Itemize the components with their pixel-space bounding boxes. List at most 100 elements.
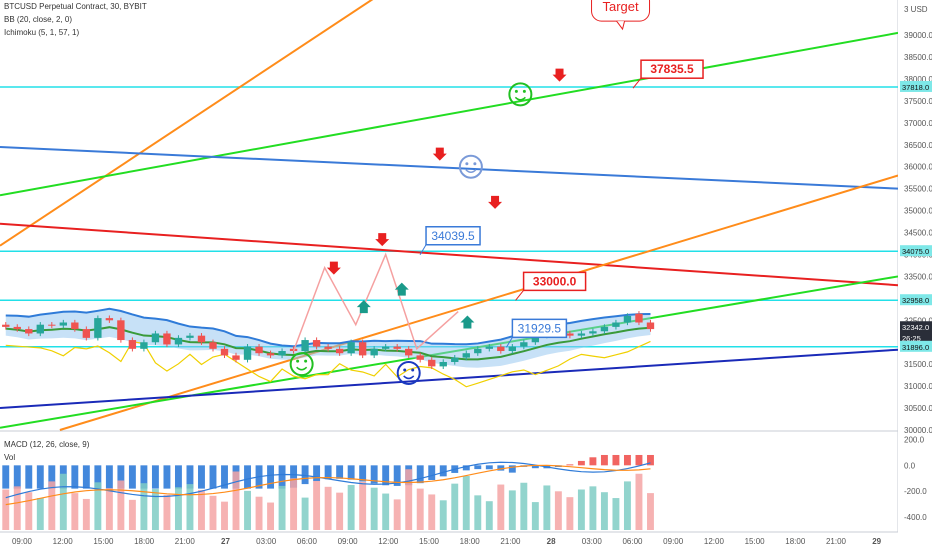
price-tick-label: 39000.0 xyxy=(904,31,932,40)
ichimoku-cloud xyxy=(5,308,651,368)
time-tick-label: 03:00 xyxy=(256,537,277,546)
smiley-face-icon xyxy=(289,352,314,377)
candle xyxy=(186,335,194,338)
candle xyxy=(428,359,436,367)
price-tick-label: 30000.0 xyxy=(904,426,932,435)
volume-bar xyxy=(382,493,390,530)
volume-bar xyxy=(244,490,251,530)
bb-legend[interactable]: BB (20, close, 2, 0) xyxy=(4,15,73,24)
volume-bar xyxy=(198,489,205,530)
macd-histogram-bar xyxy=(474,465,482,470)
time-axis: 09:00 12:00 15:00 18:00 21:00 27 03:00 06:00 09:… xyxy=(12,537,882,546)
projection-path xyxy=(292,252,459,352)
volume-bar xyxy=(140,483,148,530)
time-tick-label: 15:00 xyxy=(745,537,766,546)
macd-histogram-bar xyxy=(313,465,321,482)
macd-histogram-bar xyxy=(163,465,171,489)
macd-histogram-bar xyxy=(485,465,493,470)
volume-bar xyxy=(451,483,459,530)
price-tick-label: 38000.0 xyxy=(904,75,932,84)
price-badge-label: 32958.0 xyxy=(902,296,929,305)
macd-legend[interactable]: MACD (12, 26, close, 9) xyxy=(4,440,90,449)
currency-label: 3 USD xyxy=(904,5,928,14)
macd-histogram-bar xyxy=(209,465,217,489)
price-badge-label: 32342.0 xyxy=(902,323,929,332)
price-tick-label: 35500.0 xyxy=(904,185,932,194)
annotation-label: 37835.5 xyxy=(650,62,694,76)
time-tick-label: 27 xyxy=(221,537,230,546)
smiley-face-icon xyxy=(508,82,533,107)
volume-bar xyxy=(428,494,436,530)
candle xyxy=(370,348,378,356)
ichimoku-legend[interactable]: Ichimoku (5, 1, 57, 1) xyxy=(4,28,80,37)
candle xyxy=(312,340,321,347)
volume-bar xyxy=(635,473,643,530)
volume-bar xyxy=(313,480,321,530)
candle xyxy=(358,342,367,356)
macd-histogram-bar xyxy=(221,465,228,489)
volume-bar xyxy=(485,501,493,530)
volume-legend[interactable]: Vol xyxy=(4,453,16,462)
macd-histogram-bar xyxy=(600,454,608,466)
candle xyxy=(405,348,413,356)
projection-path xyxy=(292,252,459,352)
candle xyxy=(497,346,505,352)
candle xyxy=(451,357,459,362)
candle xyxy=(531,335,540,343)
macd-histogram-bar xyxy=(370,465,378,484)
macd-histogram-bar xyxy=(128,465,136,489)
price-tick-label: 38500.0 xyxy=(904,53,932,62)
trend-line xyxy=(0,0,374,247)
sell-arrow-icon xyxy=(432,147,447,161)
time-tick-label: 21:00 xyxy=(826,537,847,546)
price-tick-label: 35000.0 xyxy=(904,207,932,216)
buy-arrow-icon xyxy=(460,315,475,329)
macd-histogram-bar xyxy=(508,465,516,473)
candle xyxy=(589,331,597,334)
candle xyxy=(174,337,183,345)
price-badge xyxy=(900,294,932,306)
candle xyxy=(301,340,309,352)
price-tick-label: 36500.0 xyxy=(904,141,932,150)
volume-bar xyxy=(577,489,585,530)
macd-histogram-bar xyxy=(13,465,21,489)
volume-bar xyxy=(554,491,562,530)
time-tick-label: 09:00 xyxy=(338,537,359,546)
macd-histogram-bar xyxy=(48,465,56,489)
price-tick-label: 33500.0 xyxy=(904,272,932,281)
macd-histogram-bar xyxy=(416,465,424,484)
time-tick-label: 18:00 xyxy=(460,537,481,546)
volume-bar xyxy=(151,489,159,530)
time-tick-label: 12:00 xyxy=(378,537,399,546)
candle xyxy=(48,324,56,326)
volume-bar xyxy=(405,469,413,530)
annotation-blue-box: 31929.5 xyxy=(505,318,568,348)
macd-histogram-bar xyxy=(589,457,597,466)
cloud-area xyxy=(5,308,651,368)
volume-bar xyxy=(2,489,10,530)
macd-histogram-bar xyxy=(36,465,44,489)
macd-histogram-bar xyxy=(71,465,79,489)
macd-histogram-bar xyxy=(336,465,344,479)
macd-histogram-bar xyxy=(393,465,401,486)
candle xyxy=(128,340,137,349)
volume-bar xyxy=(612,498,620,530)
candle xyxy=(335,348,344,354)
volume-bar xyxy=(94,482,102,530)
macd-histogram-bar xyxy=(647,454,654,466)
trend-lines xyxy=(0,0,899,431)
macd-histogram-bar xyxy=(105,465,113,489)
time-tick-label: 09:00 xyxy=(12,537,33,546)
volume-bar xyxy=(336,492,344,530)
candle xyxy=(117,320,125,341)
annotation-blue-box: 34039.5 xyxy=(419,226,481,256)
symbol-legend[interactable]: BTCUSD Perpetual Contract, 30, BYBIT xyxy=(4,2,147,11)
macd-histogram-bar xyxy=(428,465,436,481)
price-tick-label: 30500.0 xyxy=(904,404,932,413)
candle xyxy=(347,342,355,354)
volume-bar xyxy=(174,487,182,530)
volume-bar xyxy=(543,485,551,530)
macd-histogram-bar xyxy=(151,465,159,489)
trend-line xyxy=(59,174,899,431)
